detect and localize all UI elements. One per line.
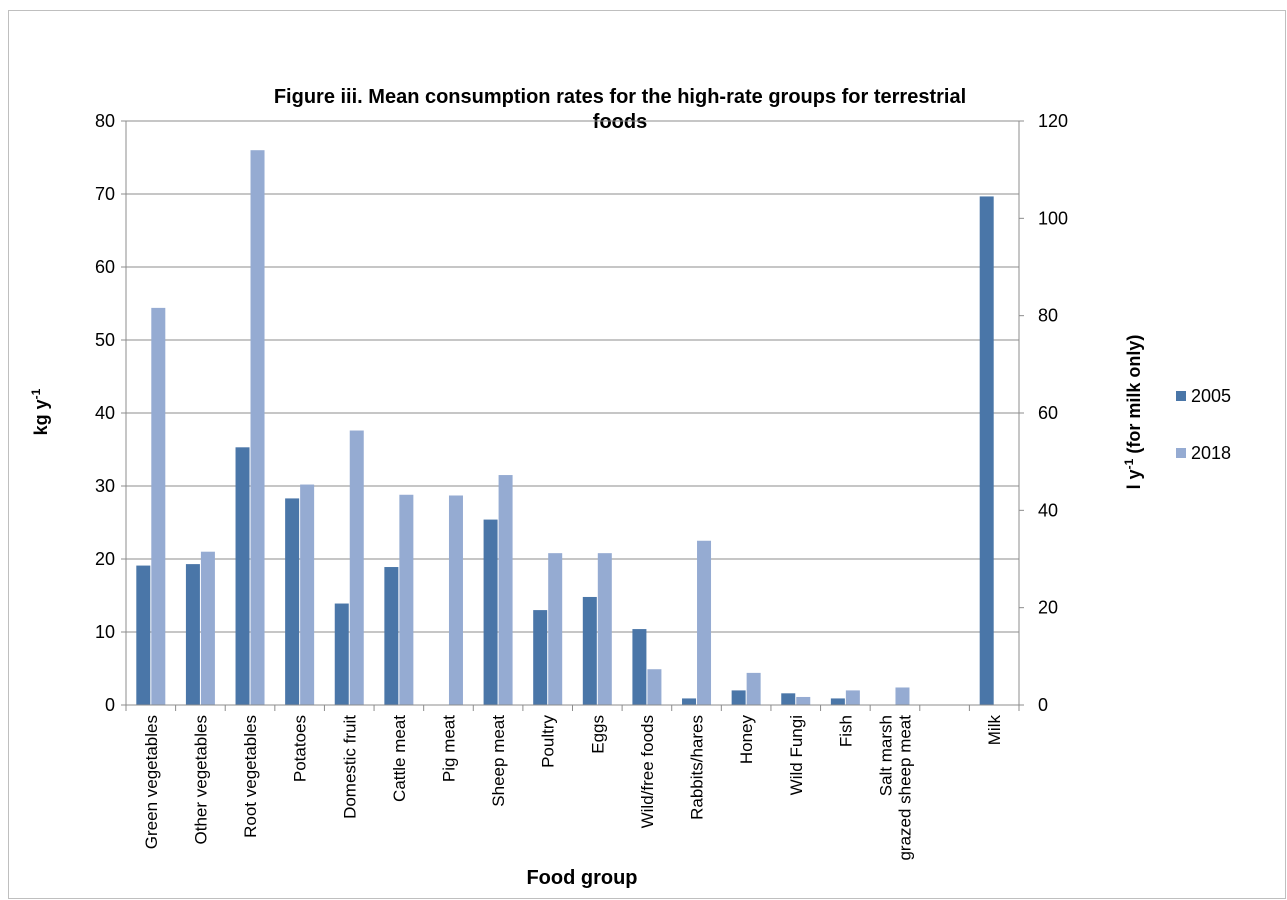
y-axis-label: kg y-1	[29, 388, 51, 435]
y2-tick-labels: 0 20 40 60 80 100 120	[1038, 111, 1068, 715]
bars	[136, 150, 994, 705]
bar-2005	[830, 698, 845, 705]
bar-2005	[533, 610, 548, 705]
bar-2018	[200, 551, 215, 705]
legend-label-2018: 2018	[1191, 443, 1231, 463]
y2-axis-label-sup: -1	[1122, 458, 1136, 469]
bar-2018	[697, 540, 712, 705]
y2-tick-label: 80	[1038, 306, 1058, 326]
bar-2005	[136, 565, 151, 705]
x-axis-label: Food group	[526, 867, 637, 889]
bar-2018	[498, 475, 513, 705]
bar-2005	[682, 698, 697, 705]
x-tick-labels: Green vegetables Other vegetables Root veg…	[142, 715, 1004, 861]
x-tick-label: Wild/free foods	[638, 715, 657, 828]
bar-2018	[250, 150, 265, 705]
x-tick-label: Wild Fungi	[787, 715, 806, 795]
y-tick-label: 50	[95, 330, 115, 350]
bar-2005	[731, 690, 746, 705]
x-tick-label: Fish	[836, 715, 855, 747]
y-axis-label-sup: -1	[29, 388, 43, 399]
x-tick-label: Rabbits/hares	[688, 715, 707, 820]
bar-2005	[979, 196, 994, 705]
y2-tick-label: 40	[1038, 500, 1058, 520]
bar-2005	[235, 447, 250, 705]
y-tick-label: 10	[95, 622, 115, 642]
y-tick-labels: 0 10 20 30 40 50 60 70 80	[95, 111, 115, 715]
y2-tick-label: 20	[1038, 598, 1058, 618]
y-tick-label: 70	[95, 184, 115, 204]
bar-2005	[285, 498, 300, 705]
bar-2005	[185, 564, 200, 705]
y2-axis-label-rest: (for milk only)	[1124, 335, 1144, 459]
y-tick-label: 60	[95, 257, 115, 277]
x-tick-label: Milk	[985, 715, 1004, 746]
x-tick-label: Poultry	[539, 715, 558, 768]
x-tick-label: Cattle meat	[390, 715, 409, 802]
bar-2018	[746, 672, 761, 705]
y-tick-label: 40	[95, 403, 115, 423]
bar-2018	[399, 494, 414, 705]
y-tick-label: 20	[95, 549, 115, 569]
x-tick-label: Salt marsh	[876, 715, 895, 796]
chart-title-line2: foods	[593, 111, 647, 133]
bar-2005	[483, 519, 498, 705]
x-tick-label: Honey	[737, 715, 756, 765]
legend: 2005 2018	[1176, 386, 1231, 463]
bar-2018	[845, 690, 860, 705]
bar-2005	[334, 603, 349, 705]
bar-2018	[349, 430, 364, 705]
gridlines	[121, 120, 1024, 706]
axes	[125, 121, 1020, 711]
legend-label-2005: 2005	[1191, 386, 1231, 406]
bar-2018	[448, 495, 463, 705]
y-tick-label: 80	[95, 111, 115, 131]
x-tick-label: Potatoes	[291, 715, 310, 782]
chart-title-line1: Figure iii. Mean consumption rates for t…	[274, 86, 966, 108]
bar-2005	[582, 596, 597, 705]
bar-2018	[796, 696, 811, 705]
y2-tick-label: 60	[1038, 403, 1058, 423]
bar-2018	[895, 687, 910, 705]
bar-2005	[781, 693, 796, 705]
x-tick-label: Root vegetables	[241, 715, 260, 838]
x-tick-label: Domestic fruit	[340, 715, 359, 819]
chart-frame	[8, 10, 1286, 899]
x-tick-label: Eggs	[588, 715, 607, 754]
y-tick-label: 30	[95, 476, 115, 496]
y2-tick-label: 120	[1038, 111, 1068, 131]
x-tick-label: Green vegetables	[142, 715, 161, 849]
x-tick-label: Other vegetables	[191, 715, 210, 844]
x-tick-label: Pig meat	[439, 715, 458, 782]
y-tick-label: 0	[105, 695, 115, 715]
bar-2005	[632, 629, 647, 705]
bar-2005	[384, 567, 399, 705]
bar-2018	[597, 553, 612, 705]
y2-tick-label: 100	[1038, 208, 1068, 228]
legend-swatch-2005	[1176, 391, 1186, 401]
bar-2018	[647, 669, 662, 705]
bar-2018	[548, 553, 563, 705]
y2-axis-label: l y-1 (for milk only)	[1122, 335, 1144, 490]
x-tick-label: grazed sheep meat	[895, 715, 914, 861]
y2-tick-label: 0	[1038, 695, 1048, 715]
bar-2018	[300, 484, 315, 705]
legend-swatch-2018	[1176, 448, 1186, 458]
x-tick-label: Sheep meat	[489, 715, 508, 807]
bar-2018	[151, 307, 166, 705]
